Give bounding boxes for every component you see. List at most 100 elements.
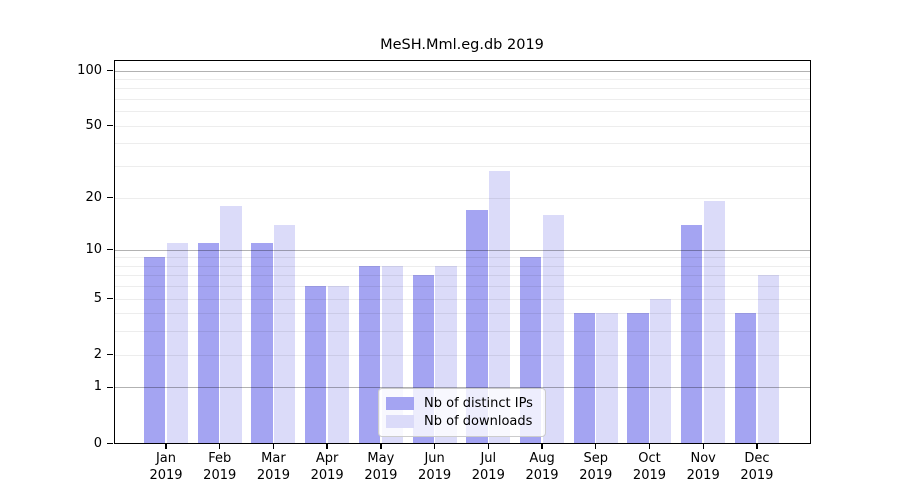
y-tick-label-2: 2 [93, 346, 102, 362]
bar-downloads-jul [489, 171, 511, 444]
x-tick-mark-oct [648, 444, 651, 450]
x-tick-label-dec: Dec 2019 [725, 450, 789, 484]
x-tick-label-sep: Sep 2019 [564, 450, 628, 484]
gridline-70 [113, 99, 811, 101]
x-tick-year: 2019 [471, 467, 505, 483]
legend-label-downloads: Nb of downloads [424, 414, 533, 429]
bar-ips-dec [734, 313, 757, 444]
gridline-60 [113, 111, 811, 113]
gridline-8 [113, 265, 811, 267]
x-tick-label-feb: Feb 2019 [188, 450, 252, 484]
x-tick-label-may: May 2019 [349, 450, 413, 484]
bar-downloads-feb [220, 205, 242, 444]
y-tick-mark-0 [107, 442, 113, 445]
y-tick-mark-100 [107, 69, 113, 72]
gridline-3 [113, 331, 811, 333]
legend-item-downloads: Nb of downloads [386, 414, 537, 429]
x-tick-label-aug: Aug 2019 [510, 450, 574, 484]
x-tick-mark-aug [541, 444, 543, 450]
x-tick-month: Aug [529, 450, 555, 466]
x-tick-label-jul: Jul 2019 [456, 450, 520, 484]
gridline-100 [113, 70, 811, 72]
x-tick-mark-may [380, 444, 382, 450]
y-tick-label-100: 100 [77, 62, 102, 78]
bar-downloads-aug [542, 214, 565, 444]
x-tick-month: May [367, 450, 395, 466]
y-tick-label-10: 10 [85, 241, 102, 257]
y-tick-label-0: 0 [93, 435, 102, 451]
x-tick-mark-feb [219, 444, 221, 450]
bar-ips-mar [251, 242, 273, 444]
legend: Nb of distinct IPs Nb of downloads [378, 388, 546, 437]
x-tick-month: Nov [690, 450, 716, 466]
y-tick-label-1: 1 [93, 379, 102, 395]
bar-downloads-mar [274, 224, 296, 444]
y-tick-mark-5 [107, 298, 113, 300]
x-tick-year: 2019 [579, 467, 613, 483]
x-tick-label-jun: Jun 2019 [403, 450, 467, 484]
gridline-1 [113, 387, 811, 389]
x-tick-month: Jun [424, 450, 445, 466]
gridline-6 [113, 286, 811, 288]
x-tick-label-jan: Jan 2019 [134, 450, 198, 484]
gridline-40 [113, 143, 811, 145]
x-tick-mark-jun [433, 444, 436, 450]
bar-ips-nov [681, 224, 703, 444]
gridline-9 [113, 257, 811, 259]
x-tick-mark-apr [326, 444, 328, 450]
gridline-2 [113, 354, 811, 356]
bar-ips-feb [197, 242, 220, 444]
x-tick-month: Jan [155, 450, 177, 466]
x-tick-mark-mar [272, 444, 275, 450]
x-tick-label-mar: Mar 2019 [241, 450, 305, 484]
y-tick-mark-50 [107, 125, 113, 127]
x-tick-year: 2019 [149, 467, 183, 483]
x-tick-month: Apr [315, 450, 339, 466]
y-tick-label-50: 50 [85, 117, 102, 133]
y-tick-label-20: 20 [85, 189, 102, 205]
bar-downloads-apr [327, 286, 350, 444]
x-tick-year: 2019 [632, 467, 667, 483]
bar-ips-jul [466, 209, 488, 444]
gridline-5 [113, 298, 811, 300]
plot-area [113, 60, 811, 444]
bar-ips-oct [627, 313, 649, 444]
legend-swatch-downloads [386, 415, 414, 428]
gridline-20 [113, 197, 811, 199]
x-tick-year: 2019 [418, 467, 452, 483]
x-tick-year: 2019 [310, 467, 344, 483]
legend-item-distinct-ips: Nb of distinct IPs [386, 396, 537, 411]
y-tick-mark-1 [107, 386, 113, 389]
bar-downloads-oct [650, 298, 672, 444]
x-tick-year: 2019 [203, 467, 237, 483]
gridline-4 [113, 313, 811, 315]
gridline-80 [113, 88, 811, 90]
x-tick-month: Dec [744, 450, 770, 466]
legend-label-distinct-ips: Nb of distinct IPs [424, 396, 533, 411]
x-tick-mark-nov [702, 444, 704, 450]
gridline-50 [113, 125, 811, 127]
x-tick-year: 2019 [525, 467, 559, 483]
y-tick-mark-20 [107, 196, 113, 199]
bar-ips-sep [573, 313, 596, 444]
y-tick-mark-10 [107, 249, 113, 251]
x-tick-month: Sep [583, 450, 608, 466]
x-tick-year: 2019 [686, 467, 720, 483]
gridline-10 [113, 249, 811, 251]
x-tick-month: Oct [638, 450, 661, 466]
x-tick-mark-sep [595, 444, 597, 450]
bar-downloads-dec [757, 275, 779, 444]
x-tick-year: 2019 [256, 467, 290, 483]
x-tick-label-apr: Apr 2019 [295, 450, 359, 484]
x-tick-year: 2019 [364, 467, 398, 483]
gridline-90 [113, 79, 811, 81]
bar-downloads-nov [703, 201, 726, 444]
bar-ips-may [358, 265, 381, 444]
legend-swatch-distinct-ips [386, 397, 414, 410]
bar-ips-apr [305, 286, 327, 444]
gridline-7 [113, 275, 811, 277]
y-tick-mark-2 [107, 354, 113, 356]
x-tick-label-oct: Oct 2019 [617, 450, 681, 484]
bar-downloads-sep [596, 313, 618, 444]
